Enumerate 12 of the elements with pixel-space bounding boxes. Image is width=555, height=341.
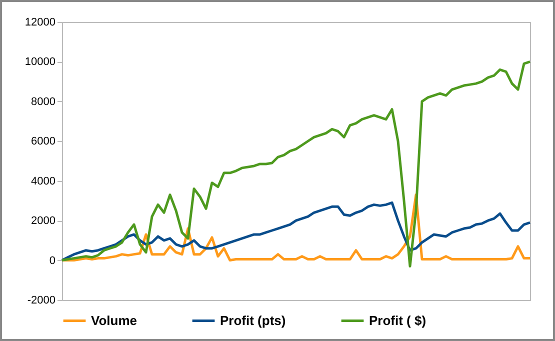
y-tick-label: 12000 <box>24 16 56 28</box>
legend-label: Volume <box>91 312 137 328</box>
legend-label: Profit ( $) <box>369 312 426 328</box>
y-tick-label: 8000 <box>31 96 56 108</box>
line-series <box>60 60 532 268</box>
y-tick-label: 6000 <box>31 136 56 148</box>
legend-label: Profit (pts) <box>220 312 286 328</box>
y-tick-label: 2000 <box>31 215 56 228</box>
y-tick-label: 4000 <box>31 175 56 188</box>
y-tick-label: -2000 <box>27 294 56 306</box>
y-tick-label: 10000 <box>24 56 56 68</box>
y-tick-label: 0 <box>49 254 56 267</box>
